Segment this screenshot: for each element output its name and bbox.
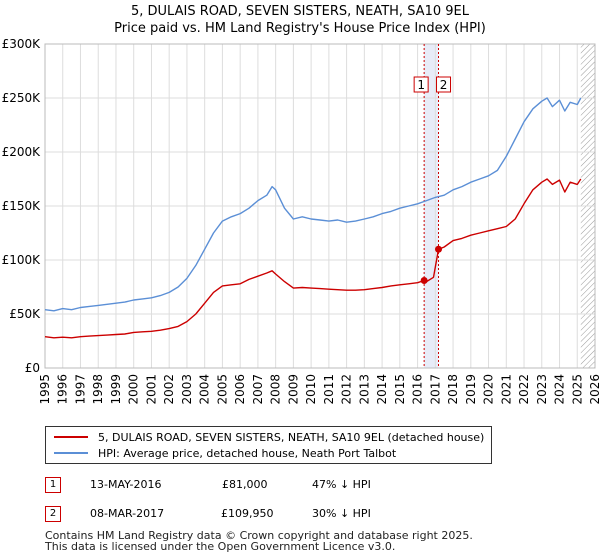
legend-item-price: 5, DULAIS ROAD, SEVEN SISTERS, NEATH, SA… xyxy=(54,430,484,444)
transaction-badge-label: 1 xyxy=(417,78,425,92)
x-tick-label: 2006 xyxy=(233,374,247,405)
chart-title: 5, DULAIS ROAD, SEVEN SISTERS, NEATH, SA… xyxy=(131,4,469,19)
transaction-price: £81,000 xyxy=(222,478,268,491)
hpi-line xyxy=(44,97,582,312)
y-tick-label: £250K xyxy=(2,91,42,105)
x-tick-label: 2013 xyxy=(357,374,371,405)
x-tick-label: 2010 xyxy=(304,374,318,405)
x-tick-label: 2008 xyxy=(269,374,283,405)
legend-label-hpi: HPI: Average price, detached house, Neat… xyxy=(98,446,397,460)
x-tick-label: 2011 xyxy=(322,374,336,405)
x-tick-label: 2009 xyxy=(286,374,300,405)
transaction-marker-badge: 2 xyxy=(45,506,61,522)
x-tick-label: 2000 xyxy=(127,374,141,405)
x-tick-label: 2002 xyxy=(162,374,176,405)
transaction-hpi-delta: 47% ↓ HPI xyxy=(312,478,371,491)
legend-swatch-price xyxy=(54,436,88,438)
legend-label-price: 5, DULAIS ROAD, SEVEN SISTERS, NEATH, SA… xyxy=(98,430,485,444)
legend-swatch-hpi xyxy=(54,452,88,454)
x-tick-label: 2026 xyxy=(588,374,600,405)
x-tick-label: 1999 xyxy=(109,374,123,405)
chart-subtitle: Price paid vs. HM Land Registry's House … xyxy=(114,21,486,36)
x-tick-label: 2019 xyxy=(464,374,478,405)
transaction-hpi-delta: 30% ↓ HPI xyxy=(312,507,371,520)
x-tick-label: 2025 xyxy=(570,374,584,405)
x-tick-label: 2022 xyxy=(517,374,531,405)
y-tick-label: £300K xyxy=(2,37,42,51)
transaction-badge-box xyxy=(413,76,429,93)
x-tick-label: 2012 xyxy=(340,374,354,405)
x-tick-label: 2016 xyxy=(411,374,425,405)
x-tick-label: 2023 xyxy=(535,374,549,405)
footer: Contains HM Land Registry data © Crown c… xyxy=(45,530,473,552)
transaction-point xyxy=(435,245,443,253)
transaction-badge-box xyxy=(436,76,452,93)
chart-legend: 5, DULAIS ROAD, SEVEN SISTERS, NEATH, SA… xyxy=(45,426,492,464)
transaction-price: £109,950 xyxy=(221,507,274,520)
transaction-date: 13-MAY-2016 xyxy=(90,478,162,491)
x-tick-label: 1996 xyxy=(56,374,70,405)
footer-licence: This data is licensed under the Open Gov… xyxy=(45,540,396,553)
transaction-badge-label: 2 xyxy=(440,78,448,92)
transaction-marker-badge: 1 xyxy=(45,477,61,493)
y-tick-label: £200K xyxy=(2,145,42,159)
x-tick-label: 2018 xyxy=(446,374,460,405)
transaction-date: 08-MAR-2017 xyxy=(90,507,165,520)
transaction-point xyxy=(420,277,428,285)
x-tick-label: 2015 xyxy=(393,374,407,405)
x-tick-label: 2001 xyxy=(144,374,158,405)
plot-frame xyxy=(44,43,596,369)
x-tick-label: 2003 xyxy=(180,374,194,405)
x-tick-label: 2017 xyxy=(428,374,442,405)
y-tick-label: £50K xyxy=(9,307,41,321)
x-tick-label: 1997 xyxy=(73,374,87,405)
x-tick-label: 2020 xyxy=(482,374,496,405)
price-line xyxy=(44,178,582,339)
x-tick-label: 2005 xyxy=(215,374,229,405)
x-tick-label: 2004 xyxy=(198,374,212,405)
y-tick-label: £100K xyxy=(2,253,42,267)
x-tick-label: 2014 xyxy=(375,374,389,405)
y-tick-label: £150K xyxy=(2,199,42,213)
footer-copyright: Contains HM Land Registry data © Crown c… xyxy=(45,529,473,542)
y-tick-label: £0 xyxy=(25,361,40,375)
x-tick-label: 1995 xyxy=(38,374,52,405)
x-tick-label: 2007 xyxy=(251,374,265,405)
legend-item-hpi: HPI: Average price, detached house, Neat… xyxy=(54,446,396,460)
x-tick-label: 2024 xyxy=(553,374,567,405)
x-tick-label: 2021 xyxy=(499,374,513,405)
x-tick-label: 1998 xyxy=(91,374,105,405)
